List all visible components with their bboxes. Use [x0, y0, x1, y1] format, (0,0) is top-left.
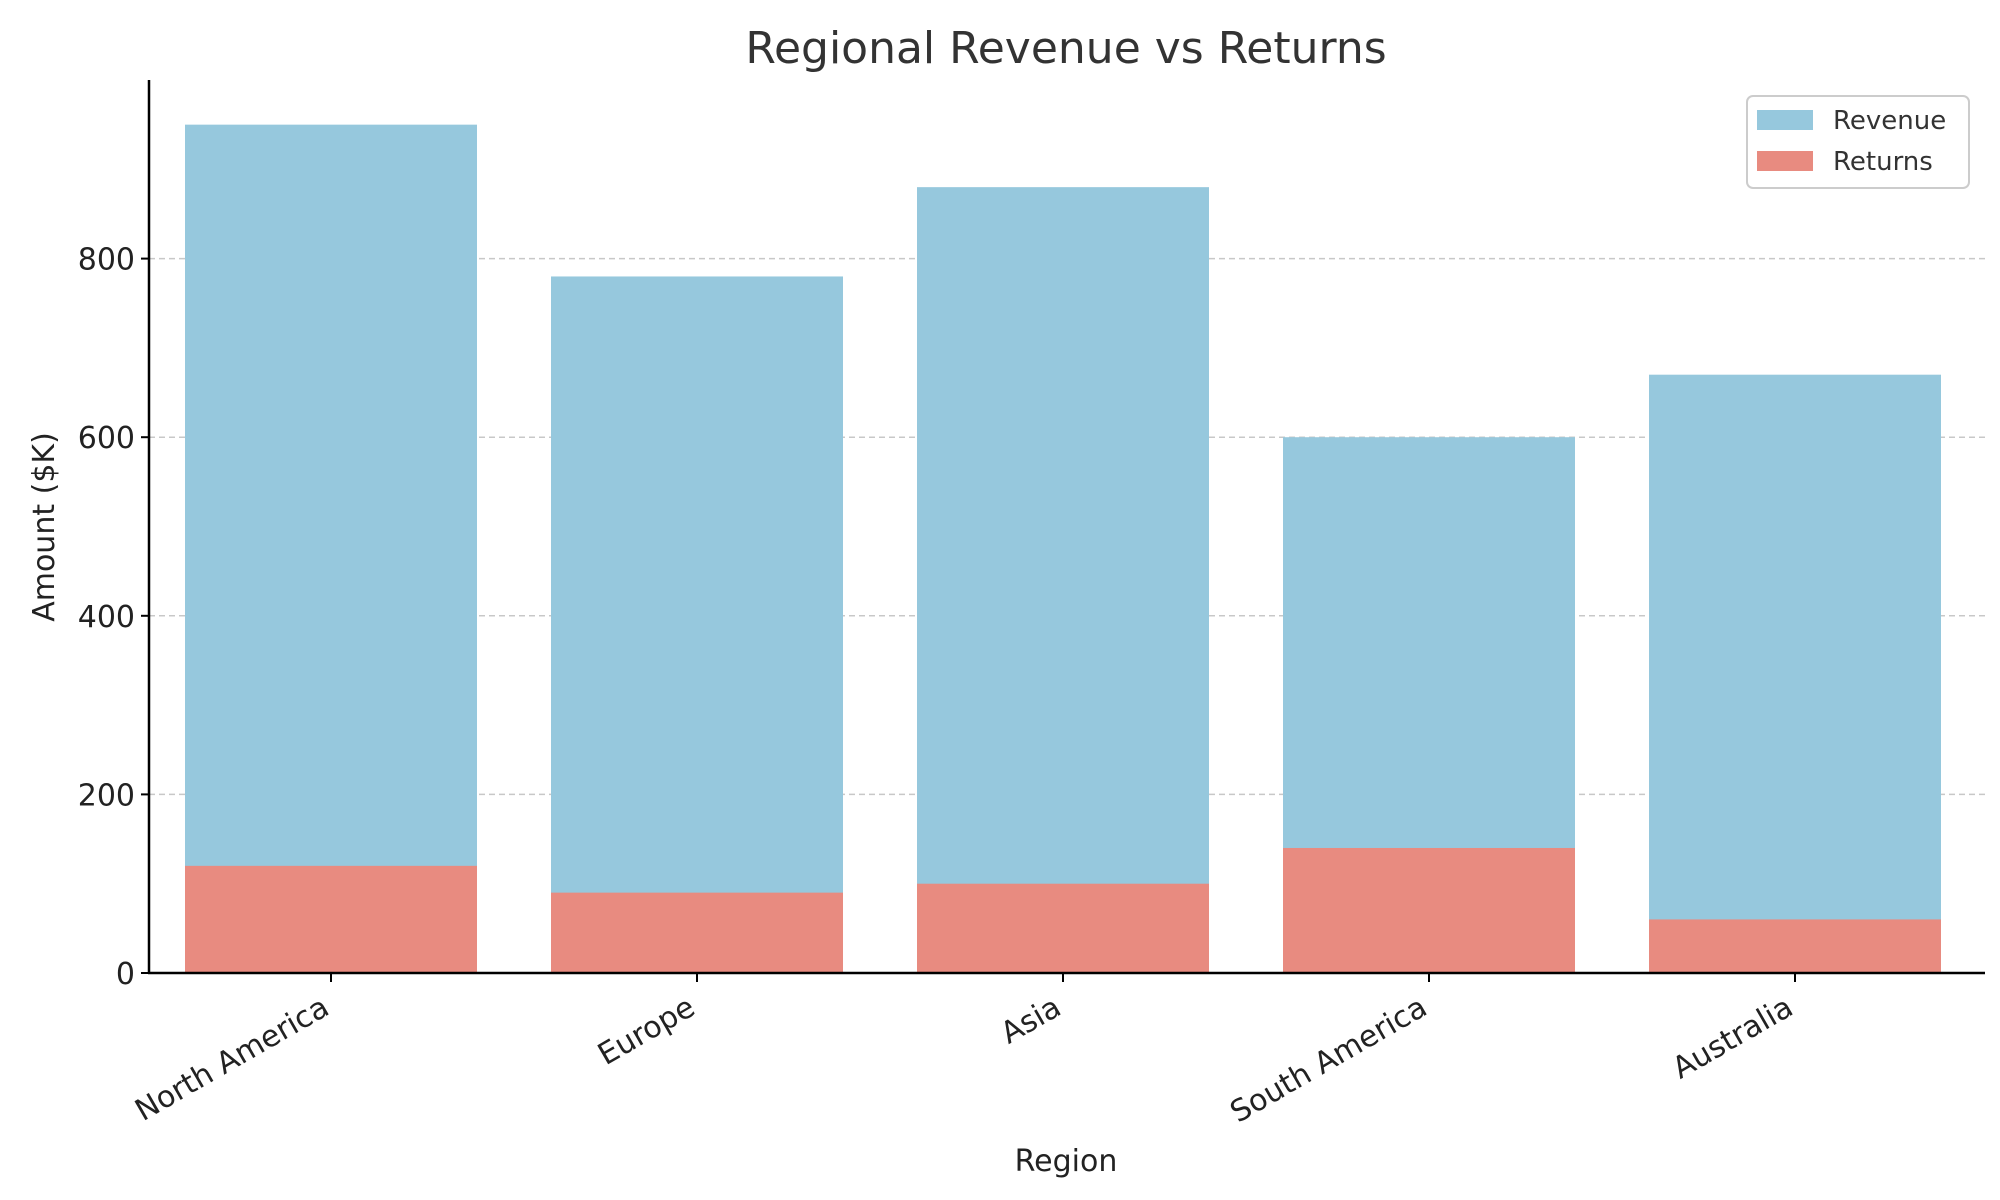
bar-revenue-north-america: [185, 124, 477, 973]
bar-returns-north-america: [185, 865, 477, 973]
y-tick-label: 800: [78, 243, 135, 278]
legend-label-returns: Returns: [1833, 147, 1933, 177]
y-ticks: 0 200 400 600 800: [78, 243, 149, 992]
x-axis-label: Region: [1015, 1144, 1118, 1179]
x-tick-label: Australia: [1667, 990, 1799, 1087]
x-tick-label: Europe: [592, 990, 701, 1073]
y-tick-label: 0: [116, 957, 135, 992]
bars: [185, 124, 1941, 974]
x-tick-label: North America: [129, 990, 335, 1129]
legend-swatch-revenue: [1757, 110, 1813, 130]
bar-revenue-europe: [551, 276, 843, 974]
x-tick-label: South America: [1225, 990, 1433, 1131]
y-tick-label: 200: [78, 778, 135, 813]
bar-returns-asia: [917, 883, 1209, 973]
bar-returns-europe: [551, 892, 843, 973]
bar-returns-australia: [1649, 919, 1941, 973]
y-tick-label: 600: [78, 421, 135, 456]
bar-revenue-australia: [1649, 374, 1941, 973]
legend-label-revenue: Revenue: [1833, 106, 1946, 136]
y-tick-label: 400: [78, 600, 135, 635]
chart-title: Regional Revenue vs Returns: [745, 23, 1386, 74]
x-ticks: North America Europe Asia South America Aust…: [129, 973, 1799, 1130]
bar-returns-south-america: [1283, 847, 1575, 973]
x-tick-label: Asia: [995, 990, 1067, 1052]
legend-swatch-returns: [1757, 151, 1813, 171]
y-axis-label: Amount ($K): [27, 432, 62, 622]
bar-revenue-asia: [917, 187, 1209, 973]
axes: [147, 80, 1985, 975]
legend: Revenue Returns: [1746, 95, 1970, 189]
